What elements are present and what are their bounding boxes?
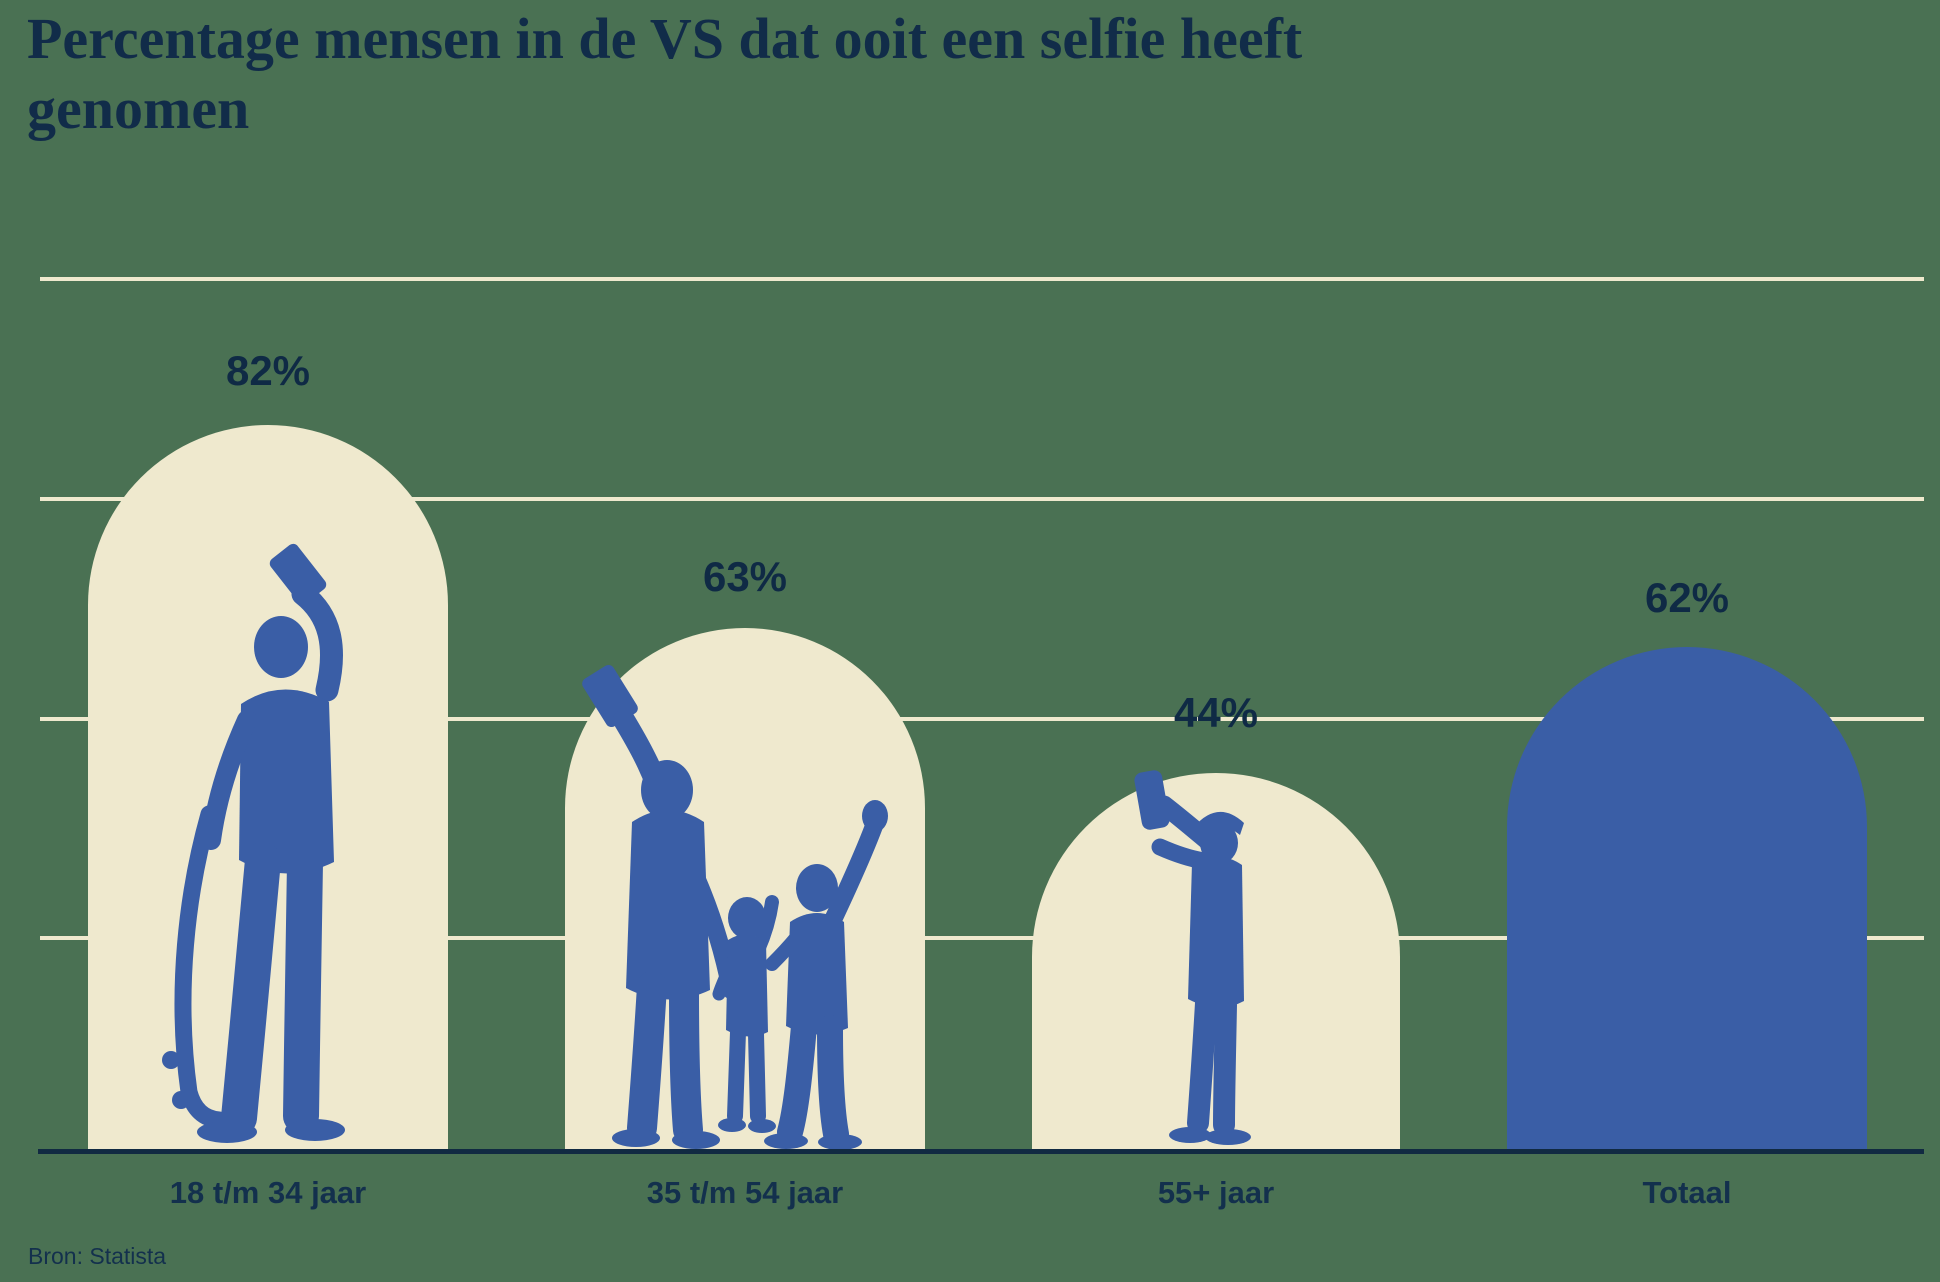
older-man-cap-selfie-silhouette (1134, 770, 1251, 1145)
adult-head-shape (641, 760, 693, 820)
young-man-selfie-skateboard-silhouette (162, 543, 345, 1143)
value-label-55plus: 44% (1173, 689, 1259, 736)
adult-torso-shape (626, 810, 710, 1000)
family-selfie-silhouette (582, 664, 888, 1150)
teen-head-shape (796, 864, 838, 912)
category-label-35-54: 35 t/m 54 jaar (646, 1175, 844, 1210)
head-shape (254, 616, 308, 678)
gridline-50 (40, 717, 1924, 721)
source-note: Bron: Statista (28, 1243, 167, 1269)
category-label-18-34: 18 t/m 34 jaar (169, 1175, 367, 1210)
value-label-35-54: 63% (702, 553, 788, 600)
gridline-25 (40, 936, 1924, 940)
chart-title: Percentage mensen in de VS dat ooit een … (27, 6, 1303, 141)
head-shape (1200, 822, 1238, 864)
teen-body-shape (786, 913, 848, 1035)
torso-shape (239, 689, 334, 874)
child-head-shape (728, 897, 766, 939)
phone-icon (1134, 770, 1170, 830)
torso-shape (1188, 856, 1244, 1008)
value-label-18-34: 82% (225, 347, 311, 394)
category-label-totaal: Totaal (1642, 1175, 1732, 1210)
value-label-totaal: 62% (1644, 574, 1730, 621)
gridline-100 (40, 277, 1924, 281)
bar-totaal (1507, 647, 1867, 1152)
child-body-shape (726, 934, 768, 1037)
x-axis-baseline (38, 1149, 1924, 1154)
category-label-55plus: 55+ jaar (1157, 1175, 1275, 1210)
gridline-75 (40, 497, 1924, 501)
skateboard-shape (162, 805, 228, 1129)
flat-cap-shape (1194, 811, 1244, 837)
